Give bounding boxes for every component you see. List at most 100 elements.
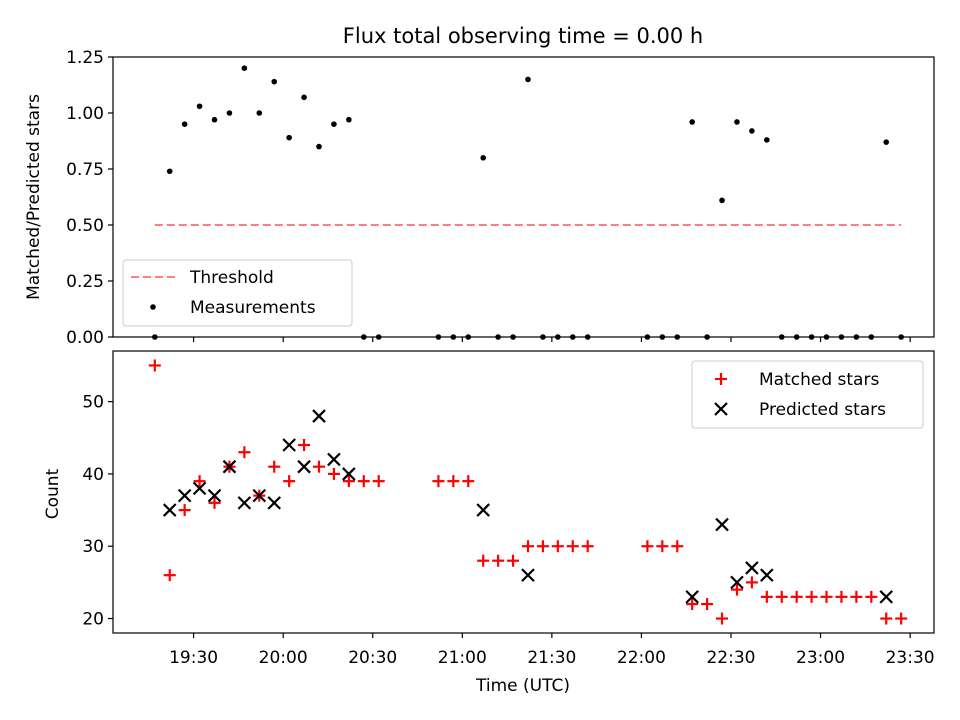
predicted-star-stroke-b	[177, 488, 192, 503]
measurement-point	[719, 197, 725, 204]
matched-star-point	[686, 598, 699, 611]
measurement-point	[734, 119, 740, 125]
measurement-point	[196, 103, 203, 110]
predicted-star-point	[342, 467, 356, 481]
matched-star-point	[238, 446, 251, 459]
predicted-star-point	[715, 517, 729, 532]
predicted-star-stroke-b	[252, 488, 267, 503]
bottom-y-axis-label: Count	[43, 468, 63, 519]
measurement-point	[241, 65, 248, 71]
top-y-tick-label: 0.75	[66, 160, 104, 180]
bottom-x-tick-label: 22:30	[706, 648, 755, 668]
measurement-point	[480, 155, 486, 161]
predicted-star-stroke-b	[745, 561, 759, 575]
predicted-star-point	[192, 481, 207, 496]
matched-star-point	[790, 590, 803, 603]
measurement-point	[286, 134, 292, 141]
predicted-star-stroke-b	[760, 568, 774, 582]
predicted-star-point	[162, 503, 177, 517]
matched-star-point	[208, 496, 221, 509]
matched-star-point	[850, 590, 863, 603]
top-y-tick-label: 1.25	[66, 48, 104, 68]
matched-star-point	[327, 467, 340, 480]
predicted-star-point	[312, 409, 326, 423]
matched-star-point	[581, 540, 594, 553]
matched-star-point	[760, 590, 773, 603]
bottom-y-tick-label: 30	[82, 537, 104, 557]
predicted-star-stroke-b	[192, 481, 207, 496]
top-y-tick-label: 0.50	[66, 216, 104, 236]
top-legend: Threshold Measurements	[122, 259, 353, 327]
top-panel: 0.00 0.25 0.50 0.75 1.00 1.25 Matched/Predict…	[24, 48, 935, 348]
top-plot-frame	[112, 56, 935, 338]
predicted-star-point	[745, 561, 759, 575]
top-x-ticks	[193, 337, 911, 342]
matched-star-point	[492, 554, 505, 567]
measurement-point	[211, 116, 218, 123]
matched-star-point	[462, 475, 475, 488]
predicted-star-stroke-b	[162, 503, 177, 517]
matched-star-point	[566, 540, 579, 553]
matched-star-point	[641, 540, 654, 553]
matched-star-point	[268, 460, 281, 473]
legend-measurements-label: Measurements	[190, 298, 316, 318]
bottom-x-tick-label: 19:30	[169, 648, 218, 668]
matched-star-point	[895, 612, 908, 625]
matched-star-point	[432, 475, 445, 488]
bottom-x-tick-label: 21:00	[438, 648, 487, 668]
top-y-ticks: 0.00 0.25 0.50 0.75 1.00 1.25	[66, 48, 113, 348]
matched-star-point	[193, 475, 206, 488]
predicted-star-point	[685, 590, 699, 604]
bottom-x-tick-label: 20:00	[259, 648, 308, 668]
predicted-star-point	[327, 452, 341, 467]
predicted-star-stroke-b	[237, 496, 252, 510]
bottom-y-tick-label: 40	[82, 465, 104, 485]
bottom-x-tick-label: 23:00	[796, 648, 845, 668]
predicted-star-point	[760, 568, 774, 582]
predicted-star-stroke-b	[267, 496, 281, 510]
measurement-point	[316, 143, 322, 150]
predicted-star-stroke-b	[730, 575, 744, 590]
predicted-star-stroke-b	[879, 590, 894, 604]
matched-star-point	[671, 540, 684, 553]
predicted-star-point	[282, 438, 296, 452]
matched-star-point	[551, 540, 564, 553]
predicted-star-stroke-b	[685, 590, 699, 604]
matched-star-point	[880, 612, 893, 625]
matched-star-point	[298, 439, 311, 451]
legend-matched-swatch	[715, 373, 727, 385]
matched-star-point	[865, 590, 878, 603]
predicted-star-point	[237, 496, 252, 510]
x-axis-label: Time (UTC)	[475, 676, 570, 696]
bottom-x-tick-label: 22:00	[617, 648, 666, 668]
predicted-stars-points	[162, 409, 894, 604]
predicted-star-point	[521, 568, 535, 582]
top-legend-box	[122, 259, 353, 327]
matched-star-point	[507, 554, 520, 567]
bottom-x-tick-label: 23:30	[886, 648, 935, 668]
measurement-point	[226, 110, 233, 116]
predicted-star-point	[252, 488, 267, 503]
bottom-x-tick-label: 21:30	[527, 648, 576, 668]
measurement-point	[525, 76, 531, 83]
measurement-point	[749, 128, 755, 134]
predicted-star-point	[267, 496, 281, 510]
measurement-point	[166, 168, 173, 175]
predicted-star-stroke-b	[342, 467, 356, 481]
matched-star-point	[477, 554, 490, 567]
matched-star-point	[730, 583, 743, 596]
matched-star-point	[745, 576, 758, 589]
matched-star-point	[835, 590, 848, 603]
measurement-point	[883, 139, 890, 145]
bottom-y-tick-label: 20	[82, 610, 104, 630]
top-y-tick-label: 1.00	[66, 104, 104, 124]
measurement-point	[301, 94, 307, 101]
predicted-star-point	[222, 459, 237, 474]
legend-measurements-swatch	[150, 304, 156, 310]
legend-matched-label: Matched stars	[759, 370, 879, 390]
matched-star-point	[656, 540, 669, 553]
predicted-star-point	[730, 575, 744, 590]
matched-star-point	[312, 460, 325, 473]
predicted-star-stroke-b	[222, 459, 237, 474]
